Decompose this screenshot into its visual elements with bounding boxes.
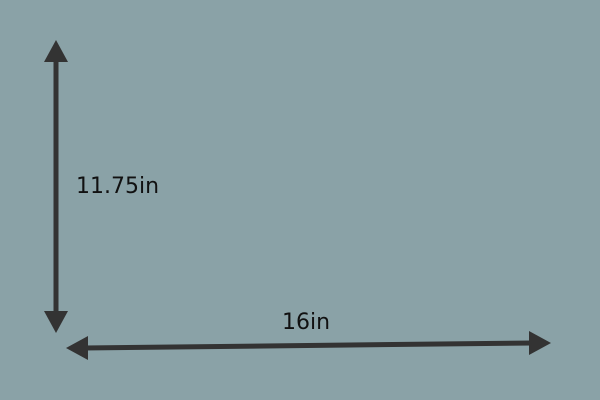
height-arrow-head-top [44, 40, 68, 62]
height-arrow-head-bottom [44, 311, 68, 333]
width-arrow [66, 331, 551, 360]
width-arrow-head-left [66, 336, 88, 360]
width-arrow-shaft [83, 340, 533, 351]
height-dimension-label: 11.75in [76, 174, 160, 199]
width-arrow-head-right [529, 331, 551, 355]
height-arrow [44, 40, 68, 333]
width-dimension-label: 16in [282, 310, 331, 335]
